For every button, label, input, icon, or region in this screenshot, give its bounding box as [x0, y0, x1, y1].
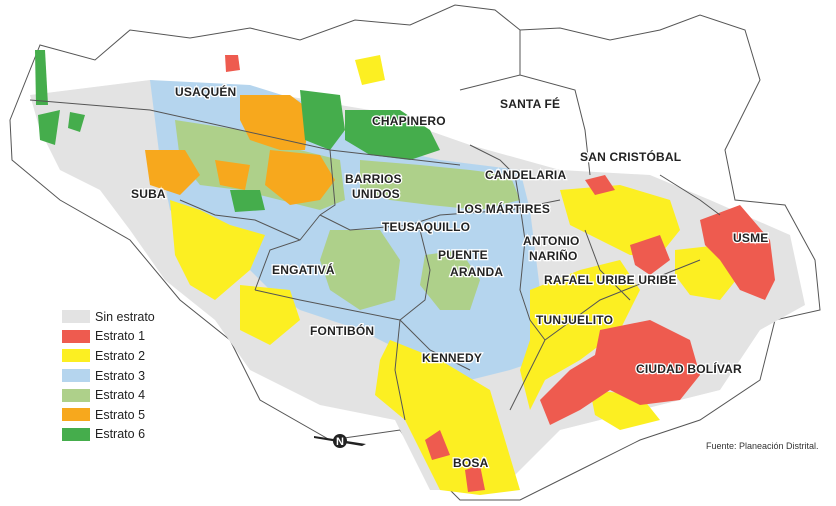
legend-label: Sin estrato — [95, 309, 155, 324]
legend-swatch — [62, 329, 90, 343]
estrato-4-area-2 — [360, 160, 520, 210]
estrato-6-area-2 — [345, 110, 440, 160]
locality-label-los-martires: LOS MÁRTIRES — [457, 201, 550, 216]
legend-swatch — [62, 349, 90, 363]
estrato-1-area-bosa — [425, 430, 450, 460]
locality-label-candelaria: CANDELARIA — [485, 168, 566, 182]
locality-label-san-cristobal: SAN CRISTÓBAL — [580, 149, 681, 164]
estrato-2-area-southwest — [240, 285, 300, 345]
estrato-1-area-san-cristobal — [585, 175, 615, 195]
locality-label-antonio-narino-1: ANTONIO — [523, 234, 580, 248]
north-arrow-icon: N — [314, 434, 366, 448]
estrato-2-area-north — [355, 55, 385, 85]
locality-label-antonio-narino-2: NARIÑO — [529, 248, 578, 263]
legend-item-estrato-5: Estrato 5 — [62, 405, 155, 425]
locality-label-kennedy: KENNEDY — [422, 351, 482, 365]
legend-label: Estrato 1 — [95, 329, 146, 344]
locality-label-tunjuelito: TUNJUELITO — [536, 313, 613, 327]
locality-label-chapinero: CHAPINERO — [372, 114, 446, 128]
locality-label-engativa: ENGATIVÁ — [272, 262, 335, 277]
estrato-1-area-rafael — [630, 235, 670, 275]
legend-item-estrato-1: Estrato 1 — [62, 327, 155, 347]
estrato-2-area-east — [560, 185, 680, 255]
locality-label-puente-aranda-1: PUENTE — [438, 248, 488, 262]
estrato-6-area-1 — [300, 90, 345, 150]
legend-label: Estrato 6 — [95, 427, 146, 442]
locality-label-suba: SUBA — [131, 187, 166, 201]
locality-label-santa-fe: SANTA FÉ — [500, 96, 560, 111]
estrato-4-area-4 — [420, 250, 480, 310]
legend-swatch — [62, 310, 90, 324]
locality-label-puente-aranda-2: ARANDA — [450, 265, 503, 279]
legend-swatch — [62, 408, 90, 422]
locality-label-usme: USME — [733, 231, 768, 245]
locality-label-usaquen: USAQUÉN — [175, 84, 236, 99]
locality-boundaries — [29, 30, 721, 421]
estrato-1-area-bosa-2 — [465, 465, 485, 492]
locality-label-barrios-unidos-2: UNIDOS — [352, 187, 400, 201]
locality-label-bosa: BOSA — [453, 456, 489, 470]
estrato-1-area-north — [225, 55, 240, 72]
locality-label-fontibon: FONTIBÓN — [310, 323, 374, 338]
legend-label: Estrato 4 — [95, 388, 146, 403]
legend-item-estrato-2: Estrato 2 — [62, 346, 155, 366]
estrato-2-area-south — [520, 260, 640, 410]
legend-swatch — [62, 369, 90, 383]
locality-label-barrios-unidos-1: BARRIOS — [345, 172, 402, 186]
legend: Sin estrato Estrato 1 Estrato 2 Estrato … — [62, 307, 155, 444]
locality-label-ciudad-bolivar: CIUDAD BOLÍVAR — [636, 361, 742, 376]
estrato-2-area-kennedy-bosa — [375, 340, 520, 495]
legend-item-estrato-3: Estrato 3 — [62, 366, 155, 386]
legend-item-sin-estrato: Sin estrato — [62, 307, 155, 327]
estrato-5-area-1 — [240, 95, 310, 150]
estrato-5-area-2 — [265, 150, 335, 205]
locality-label-teusaquillo: TEUSAQUILLO — [382, 220, 470, 234]
estrato-1-area-ciudad-bolivar — [540, 320, 700, 425]
estrato-1-area-usme — [700, 205, 775, 300]
legend-label: Estrato 5 — [95, 407, 146, 422]
estrato-6-area-5 — [38, 110, 60, 145]
estrato-5-area-4 — [215, 160, 250, 190]
legend-label: Estrato 2 — [95, 348, 146, 363]
north-label: N — [336, 436, 344, 448]
legend-item-estrato-4: Estrato 4 — [62, 385, 155, 405]
estrato-2-area-west — [170, 200, 265, 300]
estrato-6-area-3 — [230, 190, 265, 212]
source-note: Fuente: Planeación Distrital. — [706, 441, 819, 451]
estrato-4-area-3 — [320, 230, 400, 310]
locality-label-rafael-uribe: RAFAEL URIBE URIBE — [544, 273, 677, 287]
legend-item-estrato-6: Estrato 6 — [62, 425, 155, 445]
estrato-6-area-4 — [35, 50, 48, 105]
legend-swatch — [62, 427, 90, 441]
estrato-5-area-3 — [145, 150, 200, 195]
estrato-6-area-6 — [68, 112, 85, 132]
legend-swatch — [62, 388, 90, 402]
legend-label: Estrato 3 — [95, 368, 146, 383]
